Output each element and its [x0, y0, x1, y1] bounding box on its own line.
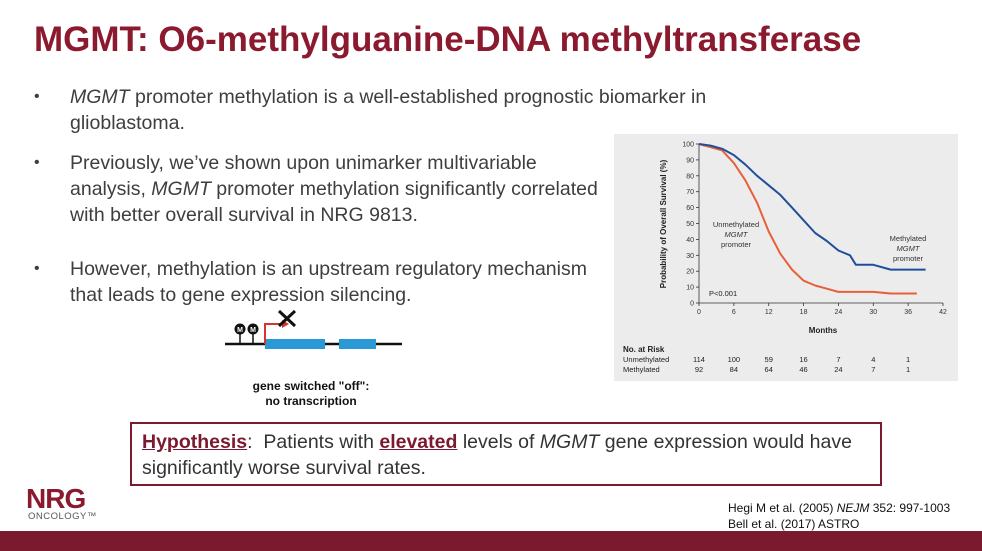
y-tick-label: 70 — [686, 189, 694, 196]
footer-bar — [0, 531, 982, 551]
risk-value: 59 — [765, 355, 773, 364]
p-value: P<0.001 — [709, 289, 737, 298]
transcription-arrow — [264, 323, 282, 344]
svg-text:MGMT: MGMT — [897, 244, 921, 253]
risk-table-title: No. at Risk — [623, 345, 665, 354]
risk-value: 100 — [728, 355, 741, 364]
y-tick-label: 0 — [690, 301, 694, 308]
reference-1: Hegi M et al. (2005) NEJM 352: 997-1003 — [728, 501, 951, 515]
methylated-curve-label: Methylated MGMT promoter — [890, 234, 927, 263]
x-tick-label: 24 — [835, 309, 843, 316]
y-tick-label: 40 — [686, 237, 694, 244]
x-tick-label: 18 — [800, 309, 808, 316]
y-tick-label: 30 — [686, 253, 694, 260]
gene-name: MGMT — [539, 431, 600, 453]
bullet-marker: • — [34, 88, 40, 105]
x-tick-label: 42 — [939, 309, 947, 316]
y-tick-label: 50 — [686, 221, 694, 228]
risk-row-label: Unmethylated — [623, 355, 669, 364]
x-tick-label: 0 — [697, 309, 701, 316]
unmethylated-curve-label: Unmethylated MGMT promoter — [713, 220, 759, 249]
risk-value: 24 — [834, 365, 842, 374]
risk-value: 46 — [799, 365, 807, 374]
bullet-text: However, methylation is an upstream regu… — [70, 258, 587, 306]
risk-value: 92 — [695, 365, 703, 374]
risk-value: 84 — [730, 365, 738, 374]
svg-text:promoter: promoter — [893, 254, 924, 263]
y-axis-label: Probability of Overall Survival (%) — [659, 159, 668, 288]
block-x-icon — [277, 309, 297, 328]
logo-subtitle: ONCOLOGY™ — [28, 511, 97, 522]
risk-value: 4 — [871, 355, 875, 364]
slide-title: MGMT: O6-methylguanine-DNA methyltransfe… — [34, 20, 862, 59]
kaplan-meier-plot: Probability of Overall Survival (%) Mont… — [614, 134, 958, 381]
reference-2: Bell et al. (2017) ASTRO — [728, 517, 860, 531]
risk-row-label: Methylated — [623, 365, 660, 374]
y-tick-label: 100 — [682, 142, 694, 149]
exon-block — [339, 339, 376, 349]
nrg-oncology-logo: NRG ONCOLOGY™ — [26, 483, 136, 525]
svg-text:Methylated: Methylated — [890, 234, 927, 243]
exon-block — [265, 339, 325, 349]
hypothesis-box: Hypothesis: Patients with elevated level… — [130, 422, 882, 486]
bullet-text: MGMT promoter methylation is a well-esta… — [70, 86, 707, 134]
bullet-marker: • — [34, 260, 40, 277]
svg-text:promoter: promoter — [721, 240, 752, 249]
risk-value: 7 — [871, 365, 875, 374]
references: Hegi M et al. (2005) NEJM 352: 997-1003 … — [728, 500, 950, 532]
x-tick-label: 36 — [904, 309, 912, 316]
gene-name: MGMT — [70, 86, 130, 108]
hypothesis-label: Hypothesis — [142, 431, 248, 453]
x-tick-label: 6 — [732, 309, 736, 316]
risk-value: 1 — [906, 365, 910, 374]
risk-value: 64 — [765, 365, 773, 374]
methyl-group: M — [234, 323, 246, 344]
gene-name: MGMT — [151, 178, 211, 200]
y-tick-label: 80 — [686, 173, 694, 180]
bullet-text: Previously, we’ve shown upon unimarker m… — [70, 152, 598, 226]
y-tick-label: 90 — [686, 157, 694, 164]
unmethylated-curve — [698, 143, 917, 295]
y-tick-label: 10 — [686, 285, 694, 292]
gene-silencing-diagram: M M — [225, 309, 402, 349]
x-tick-label: 30 — [869, 309, 877, 316]
bullet-marker: • — [34, 154, 40, 171]
methyl-group: M — [247, 323, 259, 344]
risk-value: 16 — [799, 355, 807, 364]
y-tick-label: 20 — [686, 269, 694, 276]
methylated-curve — [698, 143, 926, 271]
svg-text:Unmethylated: Unmethylated — [713, 220, 759, 229]
svg-text:MGMT: MGMT — [725, 230, 749, 239]
risk-value: 7 — [836, 355, 840, 364]
methyl-label: M — [237, 327, 243, 334]
logo-name: NRG — [26, 483, 86, 514]
methyl-label: M — [250, 327, 256, 334]
hypothesis-emphasis: elevated — [379, 431, 458, 453]
risk-value: 1 — [906, 355, 910, 364]
gene-caption: gene switched "off": no transcription — [252, 379, 370, 408]
risk-value: 114 — [693, 355, 705, 364]
x-tick-label: 12 — [765, 309, 773, 316]
y-tick-label: 60 — [686, 205, 694, 212]
x-axis-label: Months — [809, 326, 838, 335]
